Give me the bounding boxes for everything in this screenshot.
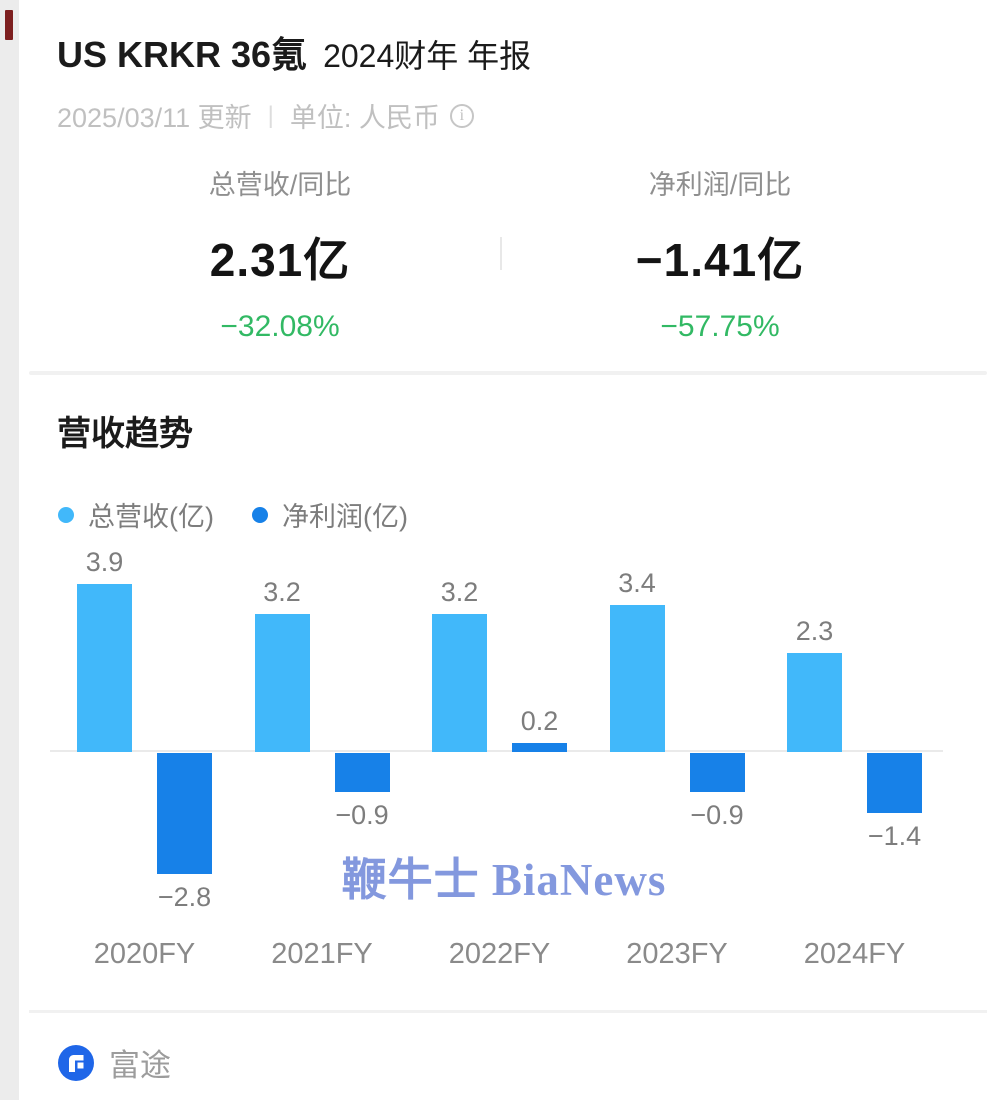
info-icon[interactable]: i — [449, 103, 474, 128]
report-card: US KRKR 36氪 2024财年 年报 2025/03/11 更新 | 单位… — [19, 0, 1000, 1100]
profit-bar — [334, 753, 390, 792]
footer-brand-label: 富途 — [109, 1048, 171, 1083]
x-axis-label: 2023FY — [626, 938, 728, 970]
legend-item-revenue[interactable]: 总营收(亿) — [58, 495, 214, 534]
chart-legend: 总营收(亿) 净利润(亿) — [58, 495, 446, 534]
metric-net-profit-value: −1.41亿 — [635, 234, 805, 286]
profit-bar-value-label: −2.8 — [157, 882, 212, 912]
revenue-bar-value-label: 3.2 — [263, 577, 301, 607]
metric-net-profit-label: 净利润/同比 — [648, 170, 792, 200]
legend-profit-label: 净利润(亿) — [281, 502, 408, 532]
legend-revenue-label: 总营收(亿) — [88, 502, 214, 532]
updated-date: 2025/03/11 更新 — [57, 103, 252, 133]
chart-section-title: 营收趋势 — [57, 415, 193, 453]
report-period: 2024财年 年报 — [323, 38, 532, 74]
metric-net-profit: 净利润/同比 −1.41亿 −57.75% — [520, 163, 920, 344]
footer: 富途 — [58, 1040, 171, 1085]
revenue-bar — [787, 653, 842, 752]
x-axis-label: 2024FY — [803, 938, 906, 970]
profit-bar-value-label: −0.9 — [690, 800, 744, 830]
revenue-bar-value-label: 3.9 — [85, 547, 124, 577]
futu-logo-icon — [58, 1044, 94, 1081]
metric-revenue-label: 总营收/同比 — [208, 170, 352, 200]
x-axis-label: 2020FY — [93, 938, 196, 970]
revenue-bar — [609, 605, 665, 752]
meta-separator: | — [267, 101, 274, 129]
profit-bar-value-label: 0.2 — [520, 706, 559, 736]
metric-revenue: 总营收/同比 2.31亿 −32.08% — [80, 163, 480, 344]
bar-chart: 3.9 −2.8 2020FY 3.2 −0.9 2021FY 3.2 0.2 2022FY 3.… — [19, 540, 1000, 990]
revenue-bar-value-label: 3.2 — [440, 577, 479, 607]
x-axis-label: 2022FY — [448, 938, 551, 970]
stock-title: US KRKR 36氪 — [57, 34, 308, 75]
red-marker — [5, 10, 13, 40]
revenue-bar — [254, 614, 310, 752]
x-axis-label: 2021FY — [271, 938, 373, 970]
page-left-margin — [0, 0, 19, 1100]
section-divider — [29, 371, 987, 375]
footer-divider — [29, 1010, 987, 1013]
profit-bar — [157, 753, 212, 874]
revenue-dot-icon — [58, 506, 74, 523]
logo-circle — [58, 1044, 94, 1081]
profit-bar — [689, 753, 745, 792]
metric-revenue-value: 2.31亿 — [209, 234, 351, 286]
report-meta: 2025/03/11 更新 | 单位: 人民币 i — [57, 96, 474, 135]
legend-item-profit[interactable]: 净利润(亿) — [251, 495, 408, 534]
revenue-bar-value-label: 3.4 — [618, 568, 656, 598]
zero-axis-line — [50, 750, 943, 752]
watermark: 鞭牛士 BiaNews — [341, 855, 667, 905]
metric-revenue-change: −32.08% — [220, 310, 340, 343]
metrics-divider — [500, 237, 502, 270]
profit-bar — [512, 743, 567, 752]
revenue-bar — [432, 614, 487, 752]
profit-bar — [867, 753, 922, 813]
profit-dot-icon — [251, 506, 268, 523]
profit-bar-value-label: −0.9 — [335, 800, 389, 830]
profit-bar-value-label: −1.4 — [867, 821, 922, 851]
page-title: US KRKR 36氪 2024财年 年报 — [57, 26, 531, 78]
revenue-bar — [77, 584, 132, 752]
revenue-bar-value-label: 2.3 — [795, 616, 834, 646]
currency-unit: 单位: 人民币 — [289, 103, 440, 133]
metric-net-profit-change: −57.75% — [660, 310, 780, 343]
